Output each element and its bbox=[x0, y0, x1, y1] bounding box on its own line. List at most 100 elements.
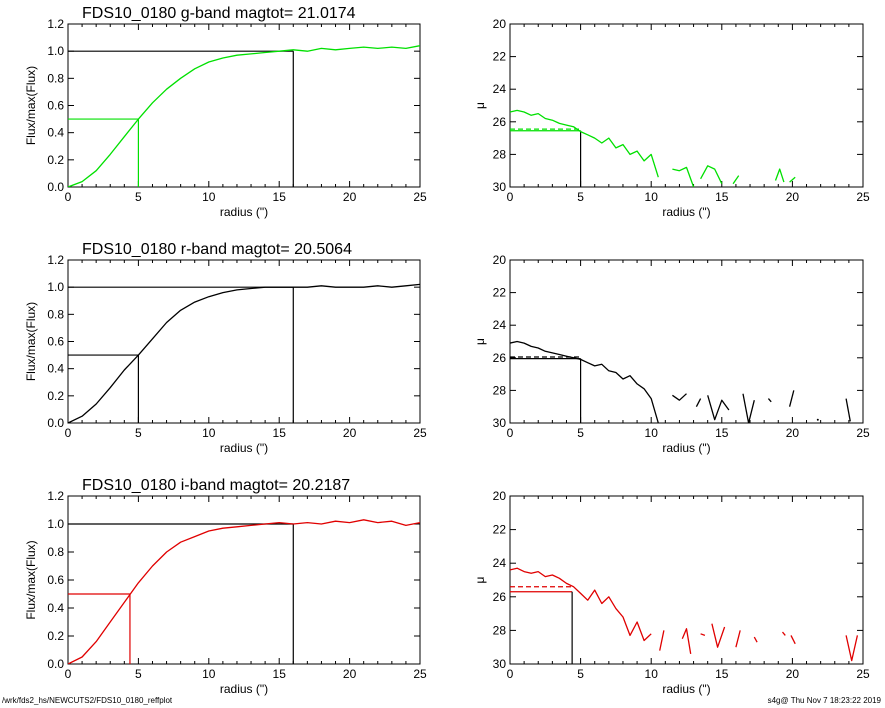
profile-series-line bbox=[788, 390, 795, 407]
x-axis-label: radius (") bbox=[662, 682, 710, 696]
profile-series-line bbox=[700, 633, 706, 637]
x-tick-label: 15 bbox=[273, 426, 287, 440]
y-tick-label: 22 bbox=[493, 50, 507, 64]
y-tick-label: 0.4 bbox=[47, 126, 64, 140]
panel-r-band-mu: 0 5 10 15 20 25 20 22 24 26 28 30 radius (") μ bbox=[473, 253, 870, 455]
profile-point bbox=[816, 418, 819, 421]
x-axis-label: radius (") bbox=[220, 441, 268, 455]
profile-series-line bbox=[672, 393, 687, 401]
chart-title: FDS10_0180 r-band magtot= 20.5064 bbox=[82, 241, 352, 258]
x-tick-label: 20 bbox=[343, 667, 357, 681]
plot-frame bbox=[509, 495, 864, 665]
y-tick-label: 24 bbox=[493, 82, 507, 96]
x-tick-label: 25 bbox=[856, 426, 870, 440]
y-axis-label: Flux/max(Flux) bbox=[24, 540, 38, 619]
x-tick-label: 0 bbox=[507, 426, 514, 440]
x-tick-label: 15 bbox=[715, 426, 729, 440]
x-tick-label: 0 bbox=[65, 190, 72, 204]
y-axis-label: μ bbox=[473, 576, 487, 583]
profile-series-line bbox=[845, 635, 859, 662]
y-tick-label: 22 bbox=[493, 523, 507, 537]
y-tick-label: 0.2 bbox=[47, 389, 64, 403]
profile-series-line bbox=[711, 623, 726, 648]
y-axis-label: Flux/max(Flux) bbox=[24, 302, 38, 381]
profile-series-line bbox=[68, 283, 420, 423]
x-tick-label: 0 bbox=[65, 667, 72, 681]
x-tick-label: 0 bbox=[507, 667, 514, 681]
x-tick-label: 5 bbox=[135, 190, 142, 204]
plot-frame bbox=[509, 259, 864, 424]
footer-path: /wrk/fds2_hs/NEWCUTS2/FDS10_0180_reffplo… bbox=[2, 696, 173, 705]
x-tick-label: 20 bbox=[343, 190, 357, 204]
x-tick-label: 10 bbox=[202, 426, 216, 440]
x-tick-label: 0 bbox=[65, 426, 72, 440]
y-tick-label: 1.2 bbox=[47, 253, 64, 267]
panel-r-band-flux: 0 5 10 15 20 25 0.0 0.2 0.4 0.6 0.8 1.0 1.2 radius ("… bbox=[24, 241, 427, 455]
profile-series-line bbox=[659, 630, 665, 651]
profile-series-line bbox=[767, 398, 772, 403]
x-tick-label: 15 bbox=[273, 190, 287, 204]
x-tick-label: 0 bbox=[507, 190, 514, 204]
y-tick-label: 26 bbox=[493, 115, 507, 129]
x-axis-label: radius (") bbox=[662, 205, 710, 219]
y-tick-label: 1.0 bbox=[47, 517, 64, 531]
y-tick-label: 26 bbox=[493, 351, 507, 365]
y-tick-label: 1.2 bbox=[47, 17, 64, 31]
y-tick-label: 28 bbox=[493, 147, 507, 161]
x-tick-label: 25 bbox=[856, 667, 870, 681]
y-tick-label: 30 bbox=[493, 416, 507, 430]
y-tick-label: 20 bbox=[493, 253, 507, 267]
profile-series-line bbox=[707, 395, 730, 421]
y-axis-label: μ bbox=[473, 338, 487, 345]
profile-series-line bbox=[732, 175, 740, 185]
y-tick-label: 0.2 bbox=[47, 153, 64, 167]
x-tick-label: 20 bbox=[343, 426, 357, 440]
x-tick-label: 5 bbox=[577, 426, 584, 440]
y-tick-label: 1.0 bbox=[47, 280, 64, 294]
profile-series-line bbox=[510, 340, 659, 423]
y-tick-label: 0.6 bbox=[47, 335, 64, 349]
y-tick-label: 20 bbox=[493, 17, 507, 31]
x-tick-label: 25 bbox=[856, 190, 870, 204]
y-tick-label: 30 bbox=[493, 180, 507, 194]
profile-series-line bbox=[845, 398, 851, 422]
x-tick-label: 20 bbox=[786, 426, 800, 440]
x-tick-label: 5 bbox=[577, 190, 584, 204]
plot-frame bbox=[67, 23, 421, 188]
y-tick-label: 0.6 bbox=[47, 99, 64, 113]
y-tick-label: 0.0 bbox=[47, 416, 64, 430]
x-tick-label: 25 bbox=[413, 426, 427, 440]
footer-timestamp: s4g@ Thu Nov 7 18:23:22 2019 bbox=[767, 696, 881, 705]
plot-frame bbox=[67, 259, 421, 424]
x-tick-label: 10 bbox=[202, 667, 216, 681]
y-tick-label: 0.0 bbox=[47, 180, 64, 194]
profile-series-line bbox=[68, 45, 420, 187]
profile-series-line bbox=[742, 393, 755, 423]
y-axis-label: Flux/max(Flux) bbox=[24, 66, 38, 145]
y-tick-label: 28 bbox=[493, 383, 507, 397]
panel-g-band-flux: 0 5 10 15 20 25 0.0 0.2 0.4 0.6 0.8 1.0 1.2 radius ("… bbox=[24, 5, 427, 219]
x-tick-label: 25 bbox=[413, 667, 427, 681]
x-tick-label: 10 bbox=[202, 190, 216, 204]
profile-series-line bbox=[672, 166, 695, 187]
profile-series-line bbox=[681, 628, 692, 655]
x-tick-label: 10 bbox=[645, 667, 659, 681]
profile-series-line bbox=[510, 567, 652, 642]
x-axis-label: radius (") bbox=[662, 441, 710, 455]
x-tick-label: 10 bbox=[645, 426, 659, 440]
y-tick-label: 30 bbox=[493, 657, 507, 671]
profile-series-line bbox=[774, 168, 785, 183]
profile-series-line bbox=[695, 398, 702, 407]
y-tick-label: 1.0 bbox=[47, 44, 64, 58]
x-tick-label: 20 bbox=[786, 190, 800, 204]
y-axis-label: μ bbox=[473, 102, 487, 109]
x-tick-label: 5 bbox=[577, 667, 584, 681]
x-tick-label: 5 bbox=[135, 426, 142, 440]
y-tick-label: 0.4 bbox=[47, 362, 64, 376]
plot-frame bbox=[67, 495, 421, 665]
x-tick-label: 15 bbox=[273, 667, 287, 681]
chart-title: FDS10_0180 g-band magtot= 21.0174 bbox=[82, 5, 356, 22]
profile-series-line bbox=[790, 635, 796, 645]
profile-series-line bbox=[735, 630, 741, 648]
